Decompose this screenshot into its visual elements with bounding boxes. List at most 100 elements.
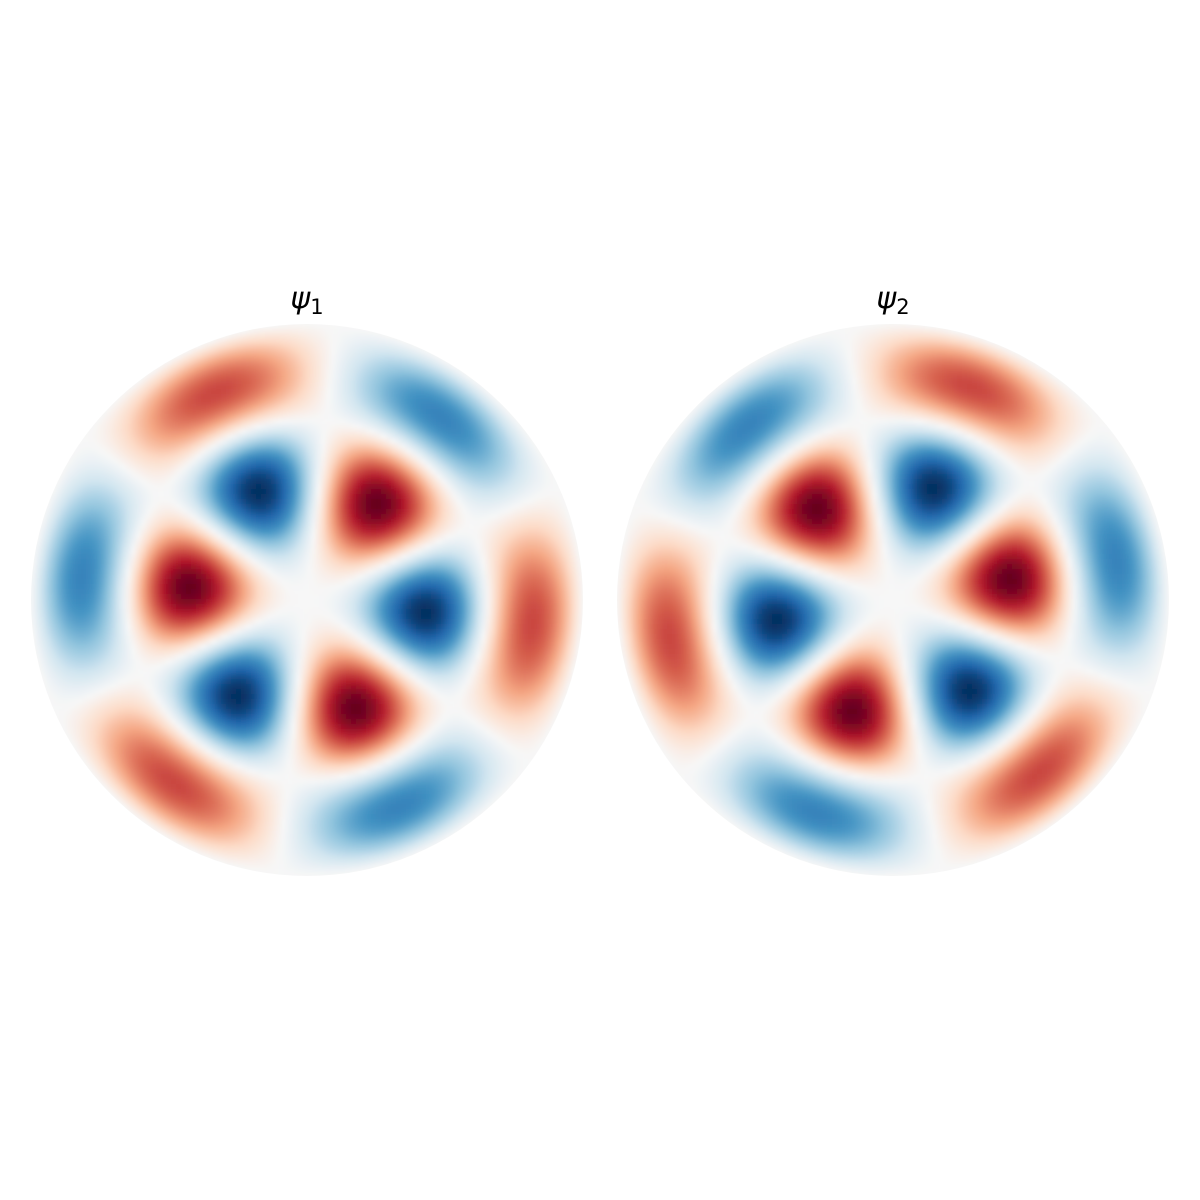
field-cell bbox=[411, 524, 417, 530]
field-cell bbox=[191, 444, 197, 450]
field-cell bbox=[121, 474, 127, 480]
field-cell bbox=[226, 464, 232, 470]
field-cell bbox=[91, 479, 97, 485]
field-cell bbox=[201, 344, 207, 350]
field-cell bbox=[466, 484, 472, 490]
field-cell bbox=[326, 449, 332, 455]
field-cell bbox=[541, 584, 547, 590]
field-cell bbox=[271, 449, 277, 455]
field-cell bbox=[556, 534, 562, 540]
field-cell bbox=[571, 574, 577, 580]
field-cell bbox=[516, 544, 522, 550]
field-cell bbox=[356, 354, 362, 360]
field-cell bbox=[201, 404, 207, 410]
field-cell bbox=[281, 374, 287, 380]
field-cell bbox=[176, 554, 182, 560]
field-cell bbox=[206, 439, 212, 445]
field-cell bbox=[421, 344, 427, 350]
field-cell bbox=[346, 344, 352, 350]
field-cell bbox=[236, 339, 242, 345]
field-cell bbox=[351, 434, 357, 440]
field-cell bbox=[231, 404, 237, 410]
field-cell bbox=[441, 454, 447, 460]
field-cell bbox=[156, 479, 162, 485]
field-cell bbox=[86, 479, 92, 485]
field-cell bbox=[356, 524, 362, 530]
mode-field bbox=[31, 324, 583, 876]
field-cell bbox=[406, 574, 412, 580]
field-cell bbox=[211, 424, 217, 430]
field-cell bbox=[216, 459, 222, 465]
field-cell bbox=[106, 584, 112, 590]
field-cell bbox=[336, 494, 342, 500]
field-cell bbox=[241, 414, 247, 420]
field-cell bbox=[506, 579, 512, 585]
field-cell bbox=[76, 514, 82, 520]
field-cell bbox=[366, 594, 372, 600]
field-cell bbox=[46, 544, 52, 550]
field-cell bbox=[121, 514, 127, 520]
field-cell bbox=[256, 404, 262, 410]
field-cell bbox=[206, 474, 212, 480]
field-cell bbox=[291, 514, 297, 520]
field-cell bbox=[401, 504, 407, 510]
field-cell bbox=[466, 384, 472, 390]
field-cell bbox=[186, 509, 192, 515]
field-cell bbox=[276, 409, 282, 415]
field-cell bbox=[56, 504, 62, 510]
field-cell bbox=[286, 464, 292, 470]
field-cell bbox=[81, 529, 87, 535]
field-cell bbox=[236, 539, 242, 545]
field-cell bbox=[91, 529, 97, 535]
field-cell bbox=[296, 424, 302, 430]
field-cell bbox=[236, 484, 242, 490]
field-cell bbox=[196, 479, 202, 485]
field-cell bbox=[331, 389, 337, 395]
field-cell bbox=[286, 569, 292, 575]
field-cell bbox=[261, 554, 267, 560]
field-cell bbox=[311, 449, 317, 455]
field-cell bbox=[336, 574, 342, 580]
field-cell bbox=[331, 354, 337, 360]
field-cell bbox=[66, 524, 72, 530]
field-cell bbox=[271, 484, 277, 490]
field-cell bbox=[281, 359, 287, 365]
field-cell bbox=[346, 439, 352, 445]
field-cell bbox=[341, 589, 347, 595]
field-cell bbox=[311, 539, 317, 545]
field-cell bbox=[471, 459, 477, 465]
field-cell bbox=[321, 484, 327, 490]
field-cell bbox=[401, 509, 407, 515]
field-cell bbox=[421, 504, 427, 510]
field-cell bbox=[51, 559, 57, 565]
field-cell bbox=[351, 589, 357, 595]
field-cell bbox=[471, 494, 477, 500]
field-cell bbox=[531, 434, 537, 440]
field-cell bbox=[66, 514, 72, 520]
field-cell bbox=[481, 389, 487, 395]
field-cell bbox=[166, 594, 172, 600]
field-cell bbox=[341, 414, 347, 420]
field-cell bbox=[521, 434, 527, 440]
field-cell bbox=[441, 539, 447, 545]
field-cell bbox=[106, 429, 112, 435]
field-cell bbox=[151, 439, 157, 445]
field-cell bbox=[431, 374, 437, 380]
field-cell bbox=[416, 464, 422, 470]
field-cell bbox=[481, 539, 487, 545]
field-cell bbox=[461, 589, 467, 595]
field-cell bbox=[521, 529, 527, 535]
field-cell bbox=[371, 514, 377, 520]
field-cell bbox=[291, 404, 297, 410]
field-cell bbox=[291, 439, 297, 445]
field-cell bbox=[521, 469, 527, 475]
field-cell bbox=[336, 514, 342, 520]
field-cell bbox=[206, 584, 212, 590]
field-cell bbox=[501, 474, 507, 480]
field-cell bbox=[306, 324, 312, 330]
field-cell bbox=[246, 379, 252, 385]
field-cell bbox=[556, 539, 562, 545]
field-cell bbox=[276, 344, 282, 350]
field-cell bbox=[471, 464, 477, 470]
field-cell bbox=[141, 414, 147, 420]
